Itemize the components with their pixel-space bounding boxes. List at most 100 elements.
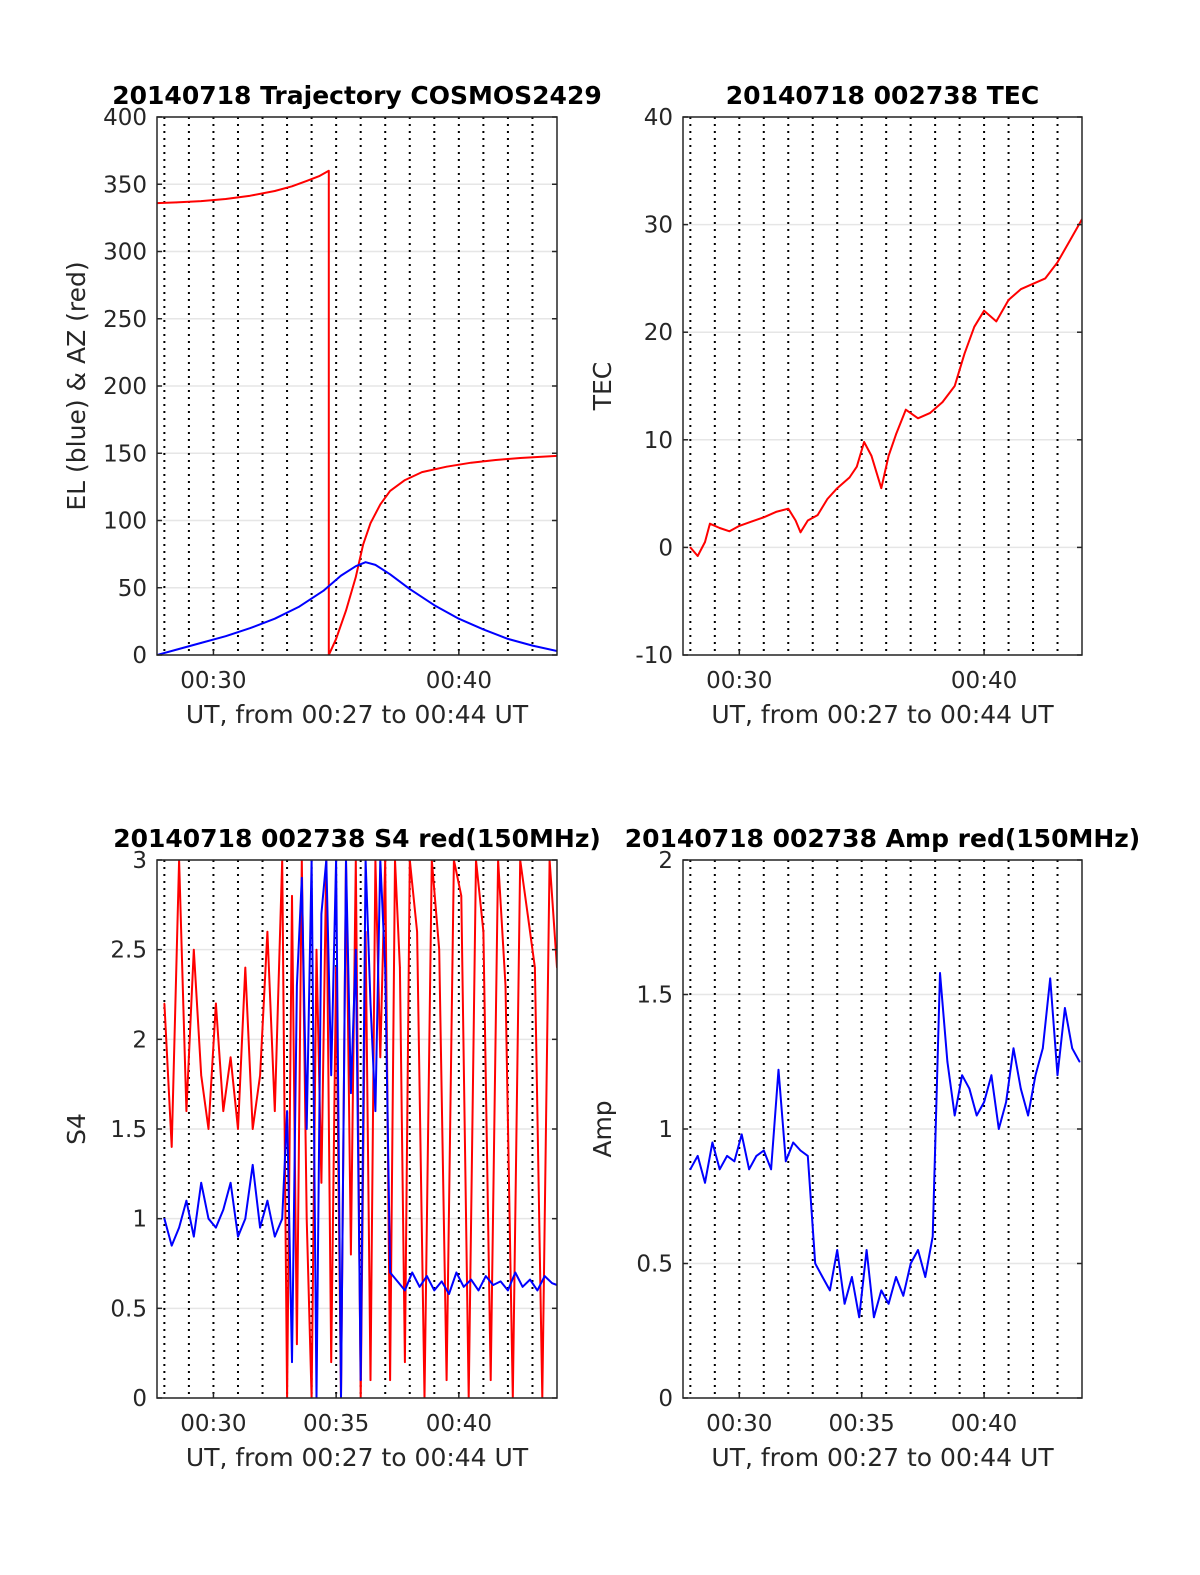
amp-panel: 0 0.5 1 1.5 2 00:30 00:35 00:40 UT, from 00:27 t…: [588, 824, 1140, 1472]
y-tick-label: 300: [103, 240, 147, 266]
data-point: [917, 1249, 919, 1251]
data-point: [200, 200, 202, 202]
data-point: [404, 1289, 406, 1292]
y-tick-label: 150: [103, 441, 147, 467]
data-point: [300, 877, 303, 879]
data-point: [170, 1244, 173, 1247]
data-point: [249, 627, 252, 629]
data-point: [259, 1074, 261, 1076]
data-point: [939, 972, 941, 974]
data-point: [775, 511, 777, 513]
data-point: [200, 1074, 202, 1076]
data-point: [175, 648, 178, 651]
series-line-1: [163, 860, 557, 1398]
data-point: [389, 573, 391, 576]
data-point: [185, 1110, 188, 1112]
series-group: [689, 972, 1081, 1319]
data-point: [259, 1226, 261, 1229]
data-point: [1020, 288, 1022, 290]
y-tick-label: 400: [103, 105, 147, 131]
data-point: [880, 487, 883, 490]
data-point: [485, 1275, 487, 1277]
data-point: [251, 1128, 254, 1130]
data-point: [696, 555, 699, 557]
data-point: [887, 1303, 890, 1305]
data-point: [865, 1249, 868, 1251]
data-point: [1078, 1060, 1081, 1063]
data-point: [369, 522, 372, 524]
data-point: [1027, 1114, 1029, 1117]
data-point: [200, 642, 202, 644]
data-point: [704, 1182, 706, 1184]
data-point: [709, 522, 711, 525]
data-point: [983, 1101, 985, 1103]
data-point: [531, 644, 534, 647]
tec-panel: -10 0 10 20 30 40 00:30 00:40 UT, from 00:27 to …: [588, 81, 1083, 729]
data-point: [273, 617, 276, 620]
data-point: [266, 1199, 269, 1202]
data-point: [364, 561, 367, 563]
data-point: [990, 1074, 993, 1076]
data-point: [389, 490, 391, 492]
data-point: [404, 1361, 406, 1363]
y-tick-label: 1.5: [110, 1117, 147, 1143]
y-tick-label: 3: [132, 848, 147, 874]
data-point: [178, 1226, 180, 1229]
y-tick-label: 50: [118, 576, 147, 602]
data-point: [836, 1249, 839, 1251]
data-point: [305, 1128, 308, 1130]
data-point: [389, 1379, 391, 1381]
data-point: [421, 471, 423, 473]
data-point: [689, 546, 692, 549]
data-point: [904, 408, 907, 411]
data-point: [941, 401, 944, 403]
y-axis-label: S4: [62, 1113, 91, 1145]
data-point: [931, 1235, 934, 1238]
data-point: [902, 1294, 905, 1297]
data-point: [975, 1114, 978, 1117]
data-point: [222, 1208, 225, 1211]
data-point: [477, 1289, 480, 1292]
data-point: [362, 543, 364, 546]
data-point: [895, 433, 897, 436]
data-point: [507, 638, 509, 640]
data-point: [968, 1087, 971, 1090]
x-tick-label: 00:30: [706, 668, 772, 694]
data-point: [489, 1379, 492, 1381]
data-point: [416, 930, 418, 933]
data-point: [499, 1280, 502, 1283]
data-point: [320, 1182, 323, 1184]
y-tick-label: 250: [103, 307, 147, 333]
data-point: [448, 1293, 450, 1295]
y-tick-label: 20: [644, 320, 673, 346]
data-point: [374, 1110, 377, 1112]
y-tick-label: 0: [658, 1386, 673, 1412]
data-point: [836, 487, 839, 490]
data-point: [953, 1114, 956, 1117]
data-point: [229, 1182, 232, 1184]
data-point: [438, 948, 441, 951]
data-point: [298, 605, 301, 608]
data-point: [327, 170, 330, 172]
data-point: [266, 930, 269, 933]
data-point: [273, 1110, 276, 1112]
data-point: [170, 1146, 173, 1148]
data-point: [273, 190, 276, 192]
data-point: [1034, 1074, 1037, 1076]
data-point: [244, 1217, 247, 1220]
data-point: [384, 966, 387, 969]
data-point: [799, 531, 802, 534]
data-point: [929, 412, 932, 414]
series-line-2: [157, 561, 557, 655]
data-point: [163, 1002, 166, 1005]
data-point: [973, 326, 976, 328]
data-point: [909, 1262, 912, 1265]
y-tick-label: 2: [658, 848, 673, 874]
data-point: [750, 520, 753, 523]
y-tick-label: 0: [658, 535, 673, 561]
data-point: [858, 1316, 861, 1319]
axes-box: [682, 116, 1083, 656]
data-point: [404, 479, 406, 481]
y-tick-label: 1: [132, 1207, 147, 1233]
data-point: [995, 320, 998, 323]
